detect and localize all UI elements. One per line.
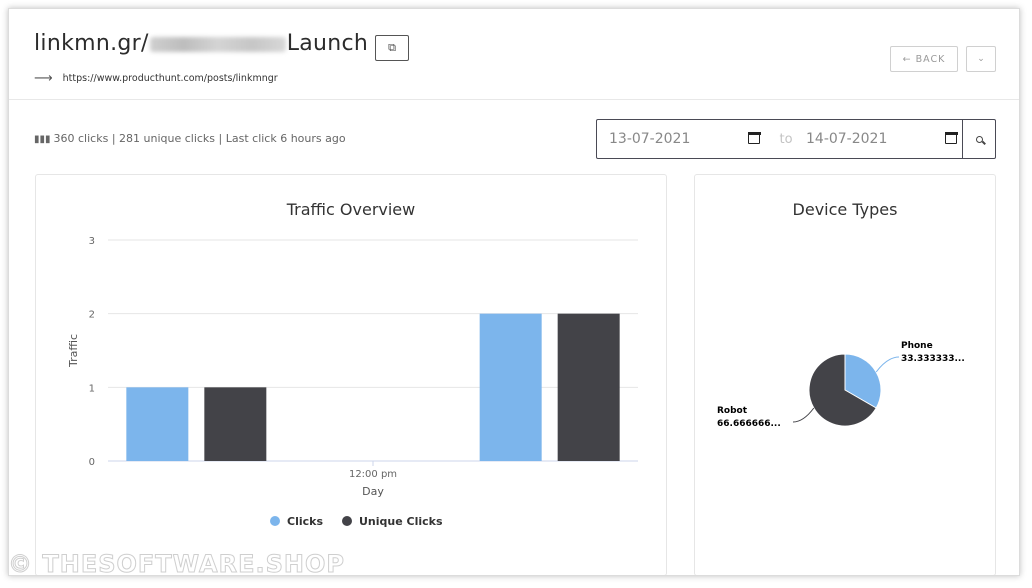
pie-connector — [792, 407, 815, 423]
arrow-right-icon: ⟶ — [34, 71, 53, 86]
to-date-value: 14-07-2021 — [806, 131, 888, 147]
title-prefix: linkmn.gr/ — [34, 31, 149, 56]
pie-label-value: 33.333333... — [901, 354, 965, 364]
y-tick-label: 0 — [89, 457, 95, 468]
calendar-icon[interactable] — [944, 131, 958, 144]
bar — [557, 313, 620, 461]
bar — [204, 387, 267, 461]
bar — [479, 313, 542, 461]
search-icon — [975, 135, 983, 143]
x-axis-label: Day — [362, 485, 384, 498]
x-tick-label: 12:00 pm — [349, 469, 397, 480]
pie-label-name: Robot — [717, 406, 748, 416]
pie-slice — [808, 353, 877, 427]
from-date-value: 13-07-2021 — [609, 131, 691, 147]
link-stats: ▮▮▮ 360 clicks | 281 unique clicks | Last… — [34, 132, 346, 145]
y-tick-label: 3 — [89, 236, 95, 247]
y-tick-label: 2 — [89, 310, 95, 321]
destination-url-row: ⟶ https://www.producthunt.com/posts/linkm… — [34, 71, 278, 86]
copy-button[interactable]: ⧉ — [375, 35, 409, 61]
chevron-down-icon: ⌄ — [977, 54, 985, 64]
copy-icon: ⧉ — [388, 41, 396, 54]
traffic-bar-chart: 0 1 2 3 12:00 pm Day Traffic Clicks Unique Click… — [67, 236, 638, 528]
device-chart-title: Device Types — [792, 200, 898, 219]
destination-url[interactable]: https://www.producthunt.com/posts/linkmn… — [62, 73, 278, 84]
title-suffix: Launch — [286, 31, 369, 56]
date-range-filter: 13-07-2021 to 14-07-2021 — [596, 119, 996, 159]
device-pie-chart: Phone 33.333333... Robot 66.666666... — [717, 341, 965, 429]
device-types-card: Device Types Phone 33.333333... Robot 66.66… — [694, 174, 996, 575]
redacted-text — [149, 36, 286, 52]
page-header: linkmn.gr/Launch ⧉ ⟶ https://www.producth… — [9, 9, 1019, 100]
calendar-icon[interactable] — [747, 131, 761, 144]
y-axis-label: Traffic — [67, 334, 80, 368]
bar — [126, 387, 189, 461]
to-date-input[interactable]: 14-07-2021 — [798, 120, 971, 158]
pie-connector — [875, 356, 900, 373]
traffic-chart-title: Traffic Overview — [286, 200, 416, 219]
stats-text: 360 clicks | 281 unique clicks | Last cl… — [53, 132, 346, 145]
pie-label-name: Phone — [901, 341, 933, 351]
back-button[interactable]: ← BACK — [890, 46, 958, 72]
bar-chart-icon: ▮▮▮ — [34, 134, 51, 145]
legend-marker — [270, 516, 280, 526]
search-button[interactable] — [962, 120, 995, 158]
legend-label: Clicks — [287, 515, 323, 528]
page-frame: linkmn.gr/Launch ⧉ ⟶ https://www.producth… — [8, 8, 1020, 576]
traffic-overview-card: Traffic Overview 0 1 2 3 12:00 pm Day Traffic C… — [35, 174, 667, 575]
page-title: linkmn.gr/Launch — [34, 31, 368, 56]
legend-marker — [342, 516, 352, 526]
date-range-separator: to — [779, 131, 793, 147]
legend-label: Unique Clicks — [359, 515, 443, 528]
more-options-button[interactable]: ⌄ — [966, 46, 996, 72]
from-date-input[interactable]: 13-07-2021 — [597, 120, 774, 158]
y-tick-label: 1 — [89, 383, 95, 394]
pie-label-value: 66.666666... — [717, 419, 781, 429]
